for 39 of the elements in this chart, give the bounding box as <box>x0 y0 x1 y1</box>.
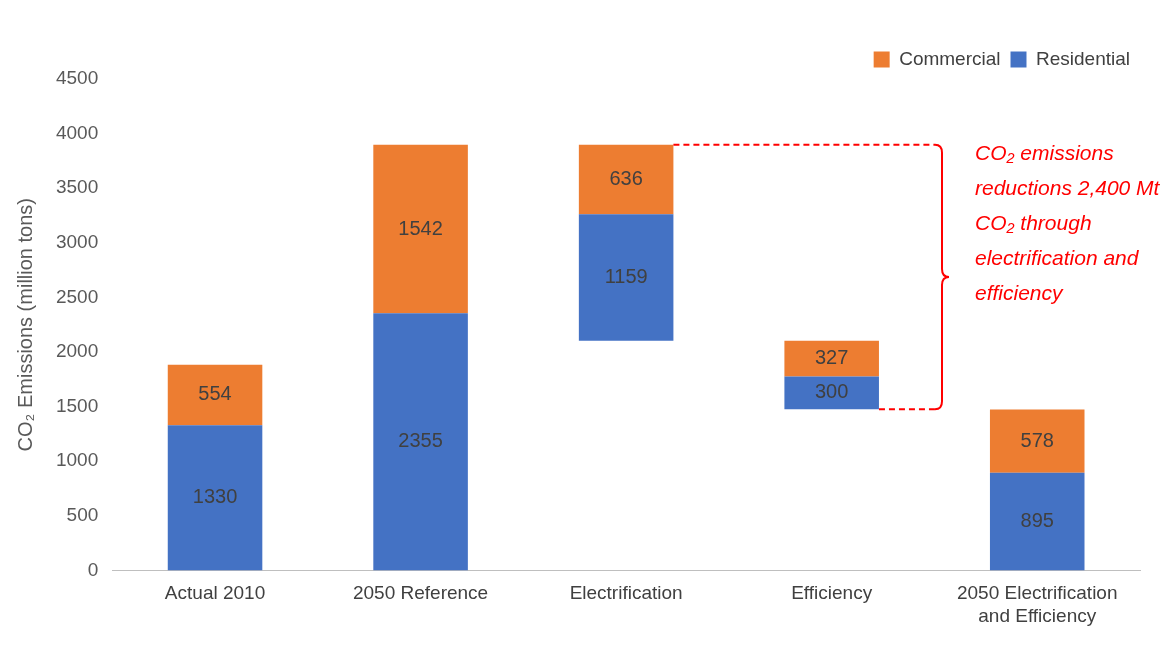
legend-label: Residential <box>1036 47 1130 69</box>
x-tick-label: Efficiency <box>791 582 873 604</box>
y-tick-label: 1500 <box>55 394 99 416</box>
annotation: CO₂ emissions reductions 2,400 Mt CO₂ through electrification and efficiency <box>975 140 1161 306</box>
y-tick-label: 4500 <box>55 67 99 89</box>
data-label: 300 <box>814 380 849 403</box>
data-label: 327 <box>814 346 849 369</box>
bar <box>373 313 468 571</box>
y-tick-label: 0 <box>87 558 99 580</box>
x-tick-label: Electrification <box>569 582 683 604</box>
bar <box>167 364 263 426</box>
data-label: 1542 <box>398 216 443 239</box>
bar <box>578 214 674 341</box>
y-tick-label: 3000 <box>55 231 99 253</box>
data-label: 636 <box>609 167 643 190</box>
data-label: 895 <box>1020 509 1054 532</box>
x-tick-label: 2050 Reference <box>352 582 489 604</box>
bar <box>784 376 879 410</box>
bar <box>167 425 263 571</box>
data-label: 1330 <box>192 485 238 508</box>
data-label: 578 <box>1020 428 1054 451</box>
bar <box>373 144 468 314</box>
y-tick-label: 2000 <box>55 340 99 362</box>
y-tick-label: 4000 <box>55 121 99 143</box>
y-axis-title: CO₂ Emissions (million tons) <box>13 198 36 452</box>
x-tick-label: 2050 Electrification and Efficiency <box>956 582 1118 626</box>
y-tick-label: 2500 <box>55 285 99 307</box>
data-label: 2355 <box>398 429 443 452</box>
data-label: 1159 <box>604 265 648 288</box>
legend-label: Commercial <box>899 47 1001 69</box>
bar <box>989 409 1085 473</box>
bar <box>784 340 879 377</box>
bar <box>989 472 1085 571</box>
x-tick-label: Actual 2010 <box>164 582 266 604</box>
y-tick-label: 3500 <box>55 176 99 198</box>
y-tick-label: 1000 <box>55 449 99 471</box>
bar <box>578 144 674 215</box>
data-label: 554 <box>198 382 232 405</box>
y-tick-label: 500 <box>66 504 99 526</box>
